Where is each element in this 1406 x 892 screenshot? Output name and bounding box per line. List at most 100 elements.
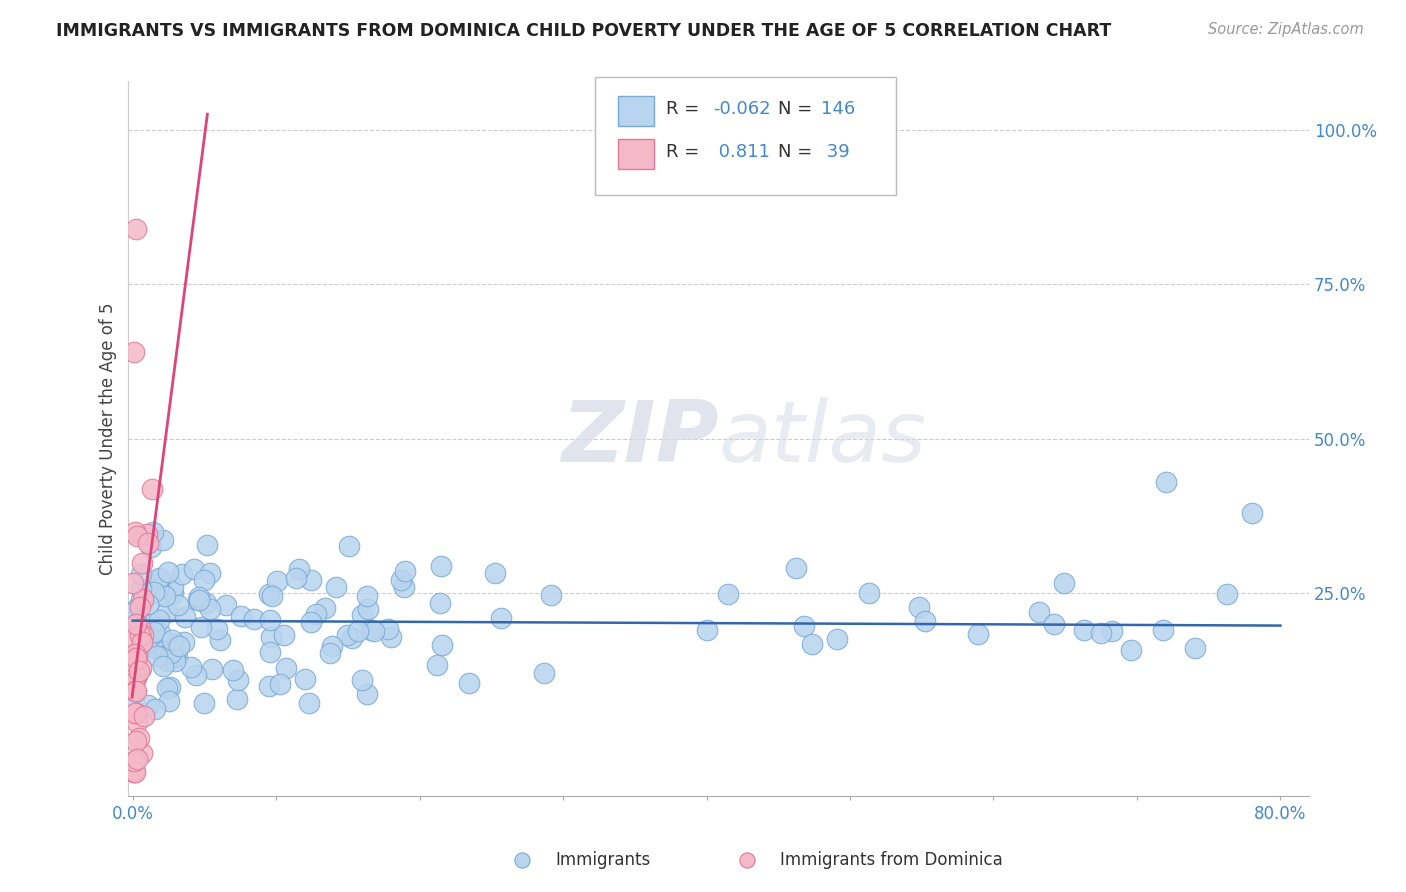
Point <box>319 647 342 661</box>
Point <box>179 660 201 674</box>
Point <box>484 566 506 580</box>
Point <box>159 694 181 708</box>
Point <box>136 698 159 712</box>
Point <box>200 602 222 616</box>
Point <box>259 613 281 627</box>
Point <box>173 634 195 648</box>
Point <box>157 636 180 650</box>
Point <box>131 556 153 570</box>
Text: atlas: atlas <box>718 397 927 480</box>
Point <box>339 540 361 554</box>
Point <box>1028 605 1050 619</box>
Point <box>458 675 481 690</box>
Point <box>165 637 187 651</box>
Point <box>124 764 146 779</box>
Point <box>132 592 155 607</box>
Point <box>162 580 184 594</box>
Point <box>124 764 146 779</box>
Point <box>143 585 166 599</box>
Point <box>430 559 453 574</box>
Point <box>1240 506 1263 520</box>
Point <box>152 648 174 663</box>
FancyBboxPatch shape <box>619 139 654 169</box>
Point <box>122 647 145 661</box>
Point <box>735 853 758 867</box>
Point <box>1053 575 1076 590</box>
Point <box>155 641 177 656</box>
Point <box>146 581 169 595</box>
Point <box>148 613 170 627</box>
Point <box>1101 624 1123 638</box>
Point <box>966 627 988 641</box>
Point <box>141 482 163 496</box>
Point <box>299 615 322 630</box>
Point <box>148 571 170 585</box>
Point <box>170 566 193 581</box>
Point <box>122 605 145 619</box>
Point <box>124 222 146 236</box>
Point <box>135 526 157 541</box>
Point <box>1121 643 1143 657</box>
Point <box>321 639 343 653</box>
Point <box>298 697 321 711</box>
Point <box>208 632 231 647</box>
Point <box>128 731 150 745</box>
Point <box>139 617 162 632</box>
Point <box>125 734 148 748</box>
Point <box>260 630 283 644</box>
Text: Source: ZipAtlas.com: Source: ZipAtlas.com <box>1208 22 1364 37</box>
Point <box>389 573 412 587</box>
Point <box>215 599 238 613</box>
Point <box>305 607 328 621</box>
Point <box>187 590 209 604</box>
Point <box>152 533 174 548</box>
Point <box>136 597 159 611</box>
Point <box>793 618 815 632</box>
Point <box>122 631 145 645</box>
Point <box>143 702 166 716</box>
Point <box>125 668 148 682</box>
Point <box>299 573 322 587</box>
Point <box>259 645 281 659</box>
Point <box>153 644 176 658</box>
Point <box>190 619 212 633</box>
Point <box>785 561 807 575</box>
Point <box>141 640 163 655</box>
Point <box>125 607 148 622</box>
Point <box>122 655 145 669</box>
Point <box>160 632 183 647</box>
Point <box>156 681 179 695</box>
Point <box>347 624 370 639</box>
Point <box>1042 616 1064 631</box>
Point <box>159 680 181 694</box>
Point <box>285 570 308 584</box>
Point <box>294 672 316 686</box>
Point <box>510 853 533 867</box>
Point <box>222 663 245 677</box>
Point <box>125 752 148 766</box>
Point <box>489 611 512 625</box>
Point <box>124 764 146 779</box>
Point <box>143 583 166 598</box>
Point <box>380 631 402 645</box>
Point <box>124 647 146 661</box>
Point <box>165 648 187 663</box>
Point <box>1184 640 1206 655</box>
Point <box>141 540 163 554</box>
FancyBboxPatch shape <box>595 78 896 195</box>
Point <box>135 636 157 650</box>
Point <box>122 754 145 768</box>
Text: Immigrants: Immigrants <box>555 851 651 869</box>
Point <box>127 648 149 663</box>
Point <box>228 673 250 688</box>
Point <box>152 658 174 673</box>
Point <box>129 628 152 642</box>
Point <box>1152 623 1174 637</box>
Point <box>801 637 824 651</box>
FancyBboxPatch shape <box>619 96 654 126</box>
Point <box>717 587 740 601</box>
Point <box>242 612 264 626</box>
Point <box>124 683 146 698</box>
Point <box>136 536 159 550</box>
Point <box>128 664 150 678</box>
